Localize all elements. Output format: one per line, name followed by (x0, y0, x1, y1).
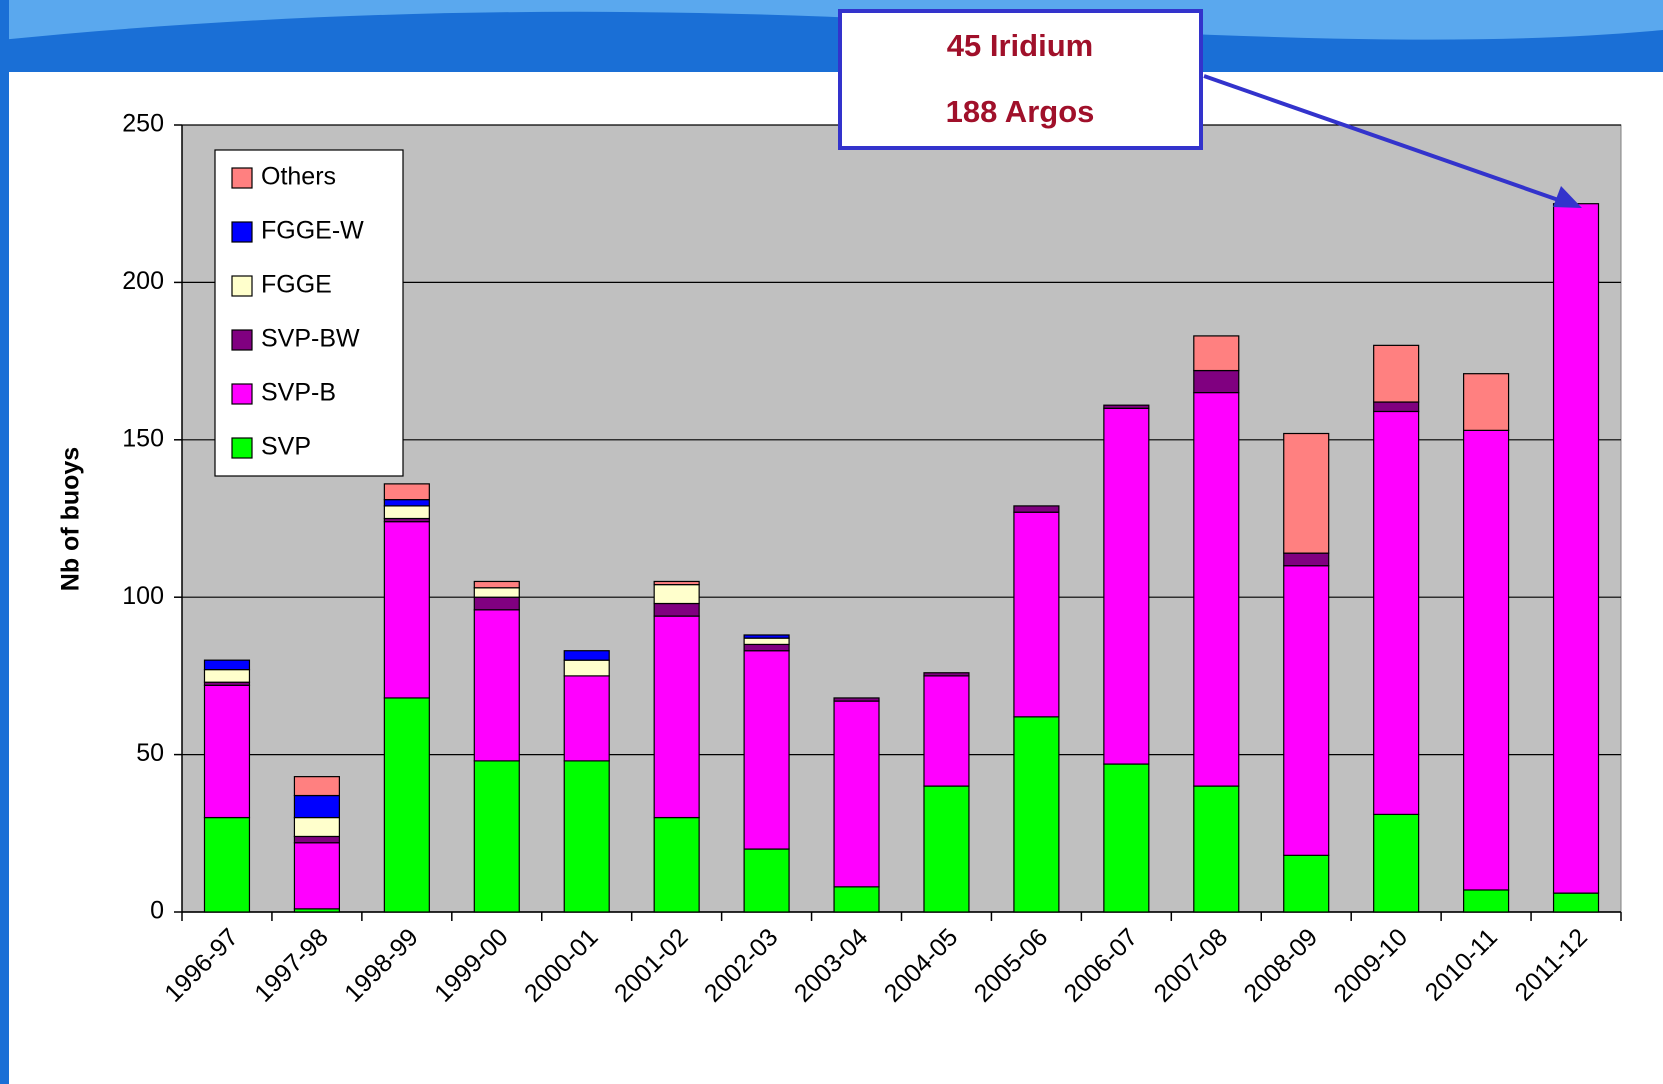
legend-swatch (231, 275, 253, 297)
bar-segment (1373, 410, 1420, 816)
bar-segment (1103, 763, 1150, 913)
bar-segment (203, 659, 251, 671)
bar-segment (383, 521, 430, 699)
bar-segment (1463, 889, 1510, 913)
legend-label: SVP (261, 433, 311, 461)
y-tick-label: 100 (122, 582, 164, 610)
bar-segment (203, 669, 251, 683)
y-tick-label: 250 (122, 110, 164, 138)
bar-segment (1552, 203, 1600, 894)
bar-segment (383, 483, 430, 501)
bar-segment (1373, 401, 1420, 413)
bar-segment (1373, 344, 1420, 403)
bar-segment (563, 659, 610, 677)
callout-arrowhead (1553, 186, 1582, 208)
bar-segment (1463, 429, 1510, 891)
bar-segment (1013, 505, 1060, 513)
bar-segment (653, 602, 700, 617)
header-wave (0, 0, 1663, 40)
bar-segment (293, 794, 340, 819)
bar-segment (1013, 511, 1060, 718)
bar-segment (653, 584, 700, 605)
bar-segment (653, 615, 700, 819)
bar-segment (473, 609, 520, 762)
bar-segment (563, 760, 610, 913)
bar-segment (1103, 407, 1150, 765)
bar-segment (743, 848, 790, 913)
bar-segment (1013, 716, 1060, 913)
bar-segment (1193, 335, 1240, 372)
legend-swatch (231, 221, 253, 243)
bar-segment (563, 650, 610, 661)
bar-segment (1283, 432, 1330, 554)
bar-segment (293, 816, 340, 838)
legend-label: Others (261, 163, 336, 191)
bar-segment (923, 675, 970, 787)
y-axis-label: Nb of buoys (57, 447, 85, 591)
bar-segment (1463, 373, 1510, 431)
bar-segment (1373, 813, 1420, 913)
bar-segment (203, 816, 251, 913)
legend-box (214, 149, 404, 477)
y-tick-label: 200 (122, 267, 164, 295)
bar-segment (743, 637, 790, 646)
bar-segment (743, 650, 790, 850)
bar-segment (203, 684, 251, 819)
legend-swatch (231, 329, 253, 351)
y-tick-label: 50 (136, 739, 164, 767)
y-tick-label: 0 (150, 897, 164, 925)
bar-segment (833, 886, 880, 913)
bar-segment (833, 700, 880, 888)
legend-label: FGGE-W (261, 217, 364, 245)
bar-segment (1283, 565, 1330, 856)
bar-segment (743, 643, 790, 652)
y-tick-label: 150 (122, 424, 164, 452)
bar-segment (1193, 369, 1240, 394)
annotation: 45 Iridium (947, 28, 1093, 63)
bar-segment (1552, 892, 1600, 913)
bar-segment (383, 499, 430, 507)
bar-segment (293, 776, 340, 797)
callout-box (838, 9, 1203, 150)
bar-segment (923, 672, 970, 677)
bar-segment (1283, 552, 1330, 567)
legend-swatch (231, 383, 253, 405)
bar-segment (653, 816, 700, 913)
bar-segment (1193, 785, 1240, 913)
left-strip (0, 0, 9, 1084)
callout-arrow (1203, 74, 1568, 205)
bar-segment (1193, 391, 1240, 787)
bar-segment (653, 580, 700, 586)
annotation: 188 Argos (946, 94, 1095, 129)
bar-segment (833, 697, 880, 702)
legend-label: SVP-B (261, 379, 336, 407)
bar-segment (293, 842, 340, 910)
bar-segment (473, 760, 520, 913)
bar-segment (293, 835, 340, 844)
bar-segment (923, 785, 970, 913)
bar-segment (473, 596, 520, 611)
bar-segment (1103, 404, 1150, 409)
legend-swatch (231, 437, 253, 459)
bar-segment (1283, 854, 1330, 913)
legend-label: FGGE (261, 271, 332, 299)
bar-segment (383, 697, 430, 913)
legend-swatch (231, 167, 253, 189)
legend-label: SVP-BW (261, 325, 360, 353)
bar-segment (563, 675, 610, 762)
bar-segment (383, 505, 430, 520)
bar-segment (743, 634, 790, 639)
bar-segment (473, 580, 520, 589)
bar-segment (473, 587, 520, 598)
